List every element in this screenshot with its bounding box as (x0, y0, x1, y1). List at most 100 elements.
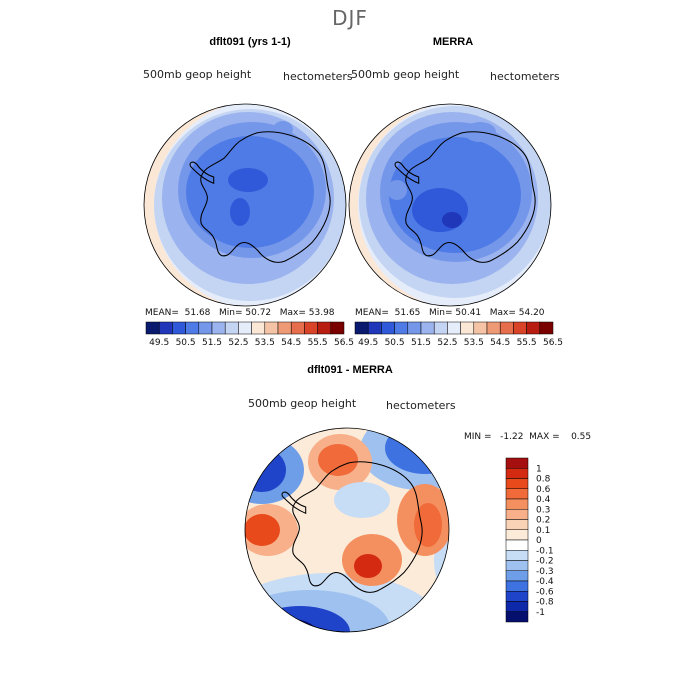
panel2-colorbar-cell (473, 321, 488, 335)
panel2-colorbar-cell (486, 321, 501, 335)
panel2-mean: 51.65 (394, 308, 421, 318)
panel1-colorbar-tick: 49.5 (149, 338, 169, 348)
panel3-colorbar-tick: -1 (536, 608, 545, 618)
panel1-map (144, 104, 346, 306)
panel2-colorbar-cell (447, 321, 461, 335)
panel1-colorbar-tick: 51.5 (202, 338, 222, 348)
panel2-units: hectometers (490, 70, 560, 83)
panel2-colorbar-tick: 56.5 (543, 338, 563, 348)
panel1-colorbar-cell (158, 321, 173, 335)
panel2-title: MERRA (432, 36, 474, 48)
panel2-colorbar-tick: 54.5 (490, 338, 510, 348)
panel2-colorbar-cell (354, 321, 369, 335)
panel3-colorbar-cell (505, 601, 529, 612)
panel3-colorbar: 10.80.60.40.30.20.10-0.1-0.2-0.3-0.4-0.6… (505, 457, 554, 623)
panel3-colorbar-cell (505, 457, 529, 469)
panel1-colorbar-cell (330, 321, 345, 335)
panel1-colorbar-cell (172, 321, 186, 335)
panel2-colorbar-cell (367, 321, 382, 335)
panel3-colorbar-cell (505, 560, 529, 571)
panel1-map-border (143, 103, 347, 307)
panel2-colorbar-tick: 50.5 (385, 338, 405, 348)
panel2-max: 54.20 (518, 308, 545, 318)
panel3-colorbar-cell (505, 570, 529, 582)
panel3-colorbar-cell (505, 509, 529, 520)
panel3-colorbar-tick: 0.1 (536, 526, 550, 536)
panel3-colorbar-tick: -0.2 (536, 557, 554, 567)
panel2-min: 50.41 (455, 308, 482, 318)
panel2-colorbar-cell (394, 321, 409, 335)
panel3-colorbar-cell (505, 550, 529, 561)
panel1-colorbar-cell (264, 321, 279, 335)
panel1-colorbar-tick: 50.5 (176, 338, 196, 348)
panel2-colorbar-tick: 49.5 (358, 338, 378, 348)
panel3-colorbar-tick: 0.2 (536, 516, 550, 526)
panel2-mean-label: MEAN= (355, 308, 389, 318)
panel2-colorbar-cell (381, 321, 395, 335)
panel3-colorbar-tick: 0 (536, 536, 542, 546)
panel2-variable: 500mb geop height (351, 68, 460, 81)
panel3-title: dflt091 - MERRA (307, 364, 393, 376)
panel2-colorbar-cell (460, 321, 475, 335)
panel2-max-label: Max= (489, 308, 516, 318)
panel1-colorbar-cell (304, 321, 318, 335)
panel2-min-label: Min= (428, 308, 453, 318)
panel3-colorbar-cell (505, 580, 529, 592)
panel2-colorbar-cell (407, 321, 422, 335)
panel3-colorbar-tick: -0.1 (536, 546, 554, 556)
panel2-colorbar-cell (420, 321, 435, 335)
panel1-colorbar-cell (185, 321, 200, 335)
panel1-variable: 500mb geop height (143, 68, 252, 81)
panel3-colorbar-cell (505, 488, 529, 500)
panel2-colorbar: 49.5 50.5 51.5 52.5 53.5 54.5 55.5 56.5 (354, 321, 563, 348)
panel3-map (245, 428, 449, 632)
panel1-colorbar-cell (238, 321, 252, 335)
panel3-colorbar-cell (505, 498, 529, 510)
panel3-colorbar-tick: -0.8 (536, 598, 554, 608)
panel1-colorbar-cell (198, 321, 213, 335)
panel1-colorbar-cell (145, 321, 160, 335)
panel1-colorbar: 49.5 50.5 51.5 52.5 53.5 54.5 55.5 56.5 (145, 321, 354, 348)
panel3-colorbar-cell (505, 539, 529, 551)
panel1-colorbar-cell (317, 321, 332, 335)
panel3-colorbar-cell (505, 529, 529, 541)
panel3-colorbar-tick: 0.3 (536, 505, 550, 515)
panel2-colorbar-cell (499, 321, 514, 335)
panel3-colorbar-tick: 0.8 (536, 475, 551, 485)
panel1-colorbar-tick: 53.5 (255, 338, 275, 348)
panel2-colorbar-cell (433, 321, 448, 335)
panel3-colorbar-cell (505, 611, 529, 623)
panel2-colorbar-cell (539, 321, 554, 335)
panel3-units: hectometers (386, 399, 456, 412)
panel3-colorbar-cell (505, 519, 529, 530)
panel3-variable: 500mb geop height (248, 397, 357, 410)
panel1-max-label: Max= (279, 308, 306, 318)
panel1-colorbar-cell (251, 321, 266, 335)
panel1-colorbar-cell (290, 321, 305, 335)
panel1-colorbar-cell (224, 321, 239, 335)
panel3-colorbar-tick: -0.6 (536, 587, 554, 597)
panel1-colorbar-tick: 52.5 (228, 338, 248, 348)
panel1-colorbar-tick: 56.5 (334, 338, 354, 348)
panel1-title: dflt091 (yrs 1-1) (209, 36, 291, 48)
panel3-colorbar-tick: -0.4 (536, 577, 554, 587)
panel1-max: 53.98 (308, 308, 335, 318)
panel1-colorbar-tick: 55.5 (308, 338, 328, 348)
panel1-min-label: Min= (218, 308, 243, 318)
panel3-colorbar-tick: 0.6 (536, 485, 551, 495)
panel2-colorbar-cell (526, 321, 541, 335)
panel2-colorbar-tick: 51.5 (411, 338, 431, 348)
panel3-minmax: MIN = -1.22 MAX = 0.55 (464, 432, 592, 442)
panel3-colorbar-cell (505, 468, 529, 479)
panel3-colorbar-tick: 0.4 (536, 495, 551, 505)
panel2-colorbar-cell (513, 321, 527, 335)
panel1-min: 50.72 (245, 308, 272, 318)
panel1-colorbar-tick: 54.5 (281, 338, 301, 348)
season-title: DJF (332, 6, 368, 30)
panel1-colorbar-cell (277, 321, 292, 335)
panel2-map (349, 104, 551, 306)
panel3-colorbar-cell (505, 591, 529, 602)
panel3-colorbar-tick: 1 (536, 464, 542, 474)
panel2-map-border (348, 103, 552, 307)
